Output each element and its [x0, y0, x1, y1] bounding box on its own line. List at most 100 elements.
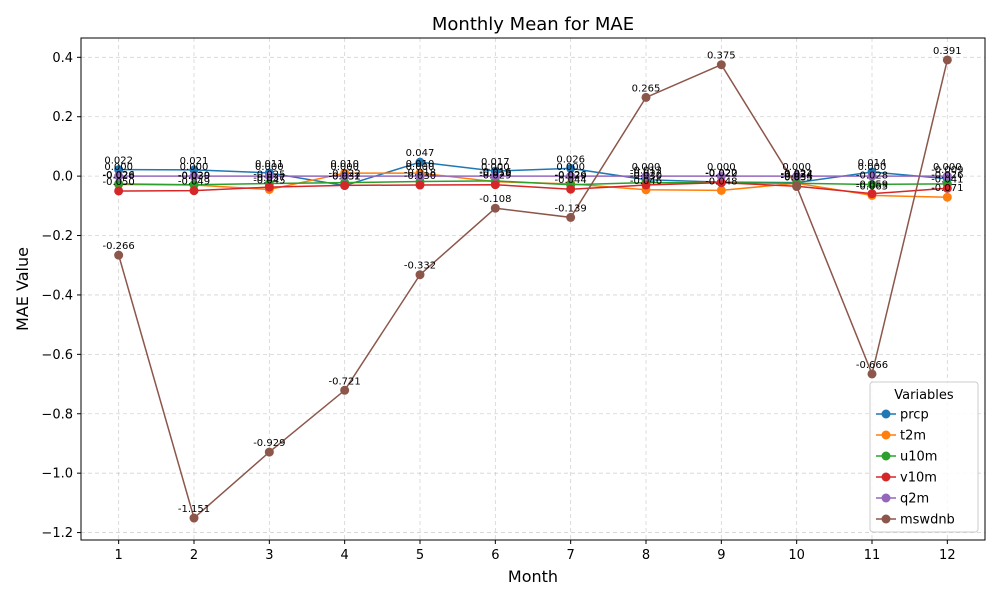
data-label-t2m: -0.045	[253, 175, 285, 186]
data-point-u10m	[867, 179, 877, 189]
data-point-v10m	[867, 189, 877, 199]
data-label-t2m: -0.071	[931, 183, 963, 194]
data-label-v10m: -0.037	[253, 173, 285, 184]
data-label-v10m: -0.022	[705, 169, 737, 180]
data-point-q2m	[490, 171, 500, 181]
legend-label: v10m	[900, 471, 937, 486]
x-tick-label: 3	[265, 548, 273, 563]
series-line-v10m	[118, 181, 948, 195]
data-label-t2m: -0.046	[630, 176, 662, 187]
y-tick-label: 0.4	[52, 51, 73, 66]
legend-label: mswdnb	[900, 513, 955, 528]
x-tick-label: 4	[341, 548, 349, 563]
legend-item-u10m: u10m	[876, 450, 937, 465]
y-tick-label: 0.2	[52, 110, 73, 125]
data-point-q2m	[867, 171, 877, 181]
data-point-q2m	[716, 171, 726, 181]
data-point-mswdnb	[942, 55, 952, 65]
data-label-mswdnb: -0.721	[329, 376, 361, 387]
x-tick-label: 7	[567, 548, 575, 563]
data-label-v10m: -0.049	[178, 177, 210, 188]
data-label-q2m: 0.000	[933, 162, 962, 173]
data-point-v10m	[716, 178, 726, 188]
data-point-v10m	[264, 182, 274, 192]
data-label-u10m: -0.022	[329, 169, 361, 180]
data-point-q2m	[792, 171, 802, 181]
x-tick-label: 12	[939, 548, 956, 563]
data-label-u10m: -0.025	[253, 170, 285, 181]
data-label-prcp: 0.026	[556, 154, 585, 165]
y-tick-label: −1.0	[41, 467, 73, 482]
data-label-mswdnb: -0.266	[103, 241, 135, 252]
x-tick-label: 5	[416, 548, 424, 563]
data-label-mswdnb: -0.139	[555, 203, 587, 214]
legend-item-q2m: q2m	[876, 492, 929, 507]
legend-swatch-marker	[881, 472, 891, 482]
data-label-prcp: 0.021	[180, 156, 209, 167]
x-tick-label: 6	[491, 548, 499, 563]
y-tick-label: 0.0	[52, 170, 73, 185]
data-label-prcp: 0.017	[481, 157, 510, 168]
data-point-q2m	[415, 171, 425, 181]
x-axis-label: Month	[508, 567, 558, 586]
data-label-mswdnb: 0.391	[933, 46, 962, 57]
data-point-mswdnb	[566, 212, 576, 222]
data-point-mswdnb	[792, 182, 802, 192]
data-label-q2m: 0.000	[556, 162, 585, 173]
x-tick-label: 10	[788, 548, 805, 563]
data-point-u10m	[114, 179, 124, 189]
data-point-v10m	[942, 183, 952, 193]
data-point-prcp	[114, 165, 124, 175]
legend-item-mswdnb: mswdnb	[876, 513, 955, 528]
legend-label: t2m	[900, 429, 926, 444]
y-tick-label: −0.6	[41, 348, 73, 363]
data-point-q2m	[340, 171, 350, 181]
data-point-q2m	[264, 171, 274, 181]
grid	[81, 38, 985, 540]
data-point-mswdnb	[867, 369, 877, 379]
data-label-t2m: 0.010	[406, 159, 435, 170]
data-label-v10m: -0.041	[931, 174, 963, 185]
data-label-mswdnb: -0.108	[479, 194, 511, 205]
data-label-t2m: -0.065	[856, 181, 888, 192]
data-point-prcp	[415, 157, 425, 167]
data-label-t2m: -0.030	[178, 171, 210, 182]
data-label-prcp: 0.022	[104, 156, 133, 167]
data-label-q2m: 0.000	[330, 162, 359, 173]
series-mswdnb	[114, 55, 952, 523]
y-tick-label: −0.8	[41, 407, 73, 422]
data-label-u10m: -0.028	[856, 170, 888, 181]
data-label-q2m: 0.000	[707, 162, 736, 173]
data-point-v10m	[415, 180, 425, 190]
data-point-mswdnb	[264, 447, 274, 457]
data-label-u10m: -0.022	[705, 169, 737, 180]
data-label-v10m: -0.030	[404, 171, 436, 182]
data-point-v10m	[641, 180, 651, 190]
data-label-prcp: -0.022	[781, 169, 813, 180]
data-point-t2m	[716, 185, 726, 195]
data-point-mswdnb	[114, 250, 124, 260]
data-label-u10m: -0.029	[178, 171, 210, 182]
data-label-u10m: -0.018	[404, 167, 436, 178]
data-point-mswdnb	[641, 92, 651, 102]
legend-swatch-marker	[881, 514, 891, 524]
data-label-prcp: -0.020	[705, 168, 737, 179]
data-label-u10m: -0.016	[479, 167, 511, 178]
series-line-u10m	[118, 180, 948, 186]
data-label-v10m: -0.029	[479, 171, 511, 182]
data-point-mswdnb	[716, 60, 726, 70]
data-point-v10m	[490, 180, 500, 190]
data-label-u10m: -0.029	[555, 171, 587, 182]
y-tick-label: −0.4	[41, 288, 73, 303]
data-point-q2m	[566, 171, 576, 181]
data-point-v10m	[340, 180, 350, 190]
legend-label: u10m	[900, 450, 937, 465]
data-point-q2m	[942, 171, 952, 181]
x-tick-label: 8	[642, 548, 650, 563]
data-label-q2m: 0.000	[406, 162, 435, 173]
data-point-prcp	[566, 163, 576, 173]
legend: Variables prcp t2m u10m v10m q2m mswdnb	[869, 381, 979, 533]
legend-box	[869, 381, 979, 533]
data-label-v10m: -0.034	[781, 172, 813, 183]
data-label-prcp: 0.014	[858, 158, 887, 169]
